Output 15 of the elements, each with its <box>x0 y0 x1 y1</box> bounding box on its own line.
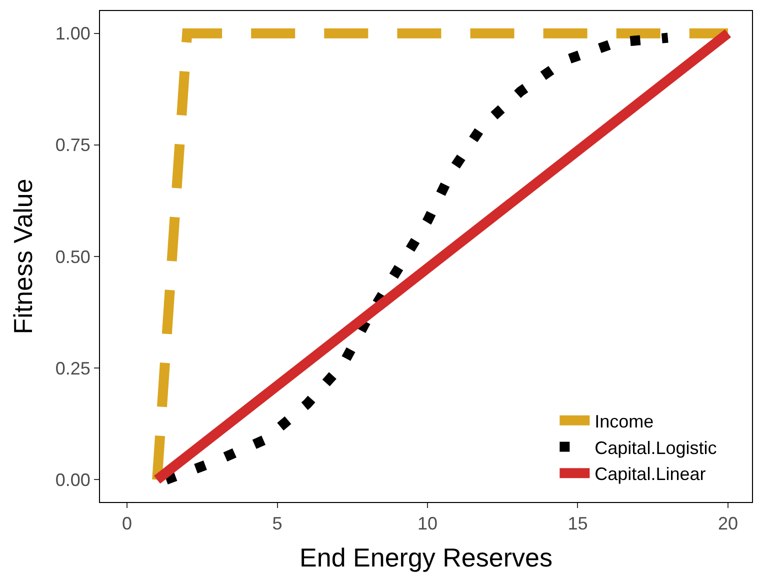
x-axis-title: End Energy Reserves <box>300 542 552 572</box>
y-tick-label: 0.50 <box>55 246 90 267</box>
x-tick-label: 20 <box>718 514 738 534</box>
y-tick-label: 0.25 <box>55 358 90 378</box>
legend-label: Capital.Linear <box>594 464 706 484</box>
y-tick-label: 1.00 <box>55 24 90 44</box>
x-tick-label: 0 <box>122 514 132 534</box>
x-tick-label: 5 <box>272 514 282 534</box>
legend-label: Capital.Logistic <box>594 438 717 458</box>
y-tick-label: 0.00 <box>55 470 90 490</box>
x-tick-label: 10 <box>417 514 438 534</box>
legend-label: Income <box>594 411 654 432</box>
y-axis-title: Fitness Value <box>8 178 38 334</box>
x-tick-label: 15 <box>568 514 588 534</box>
y-tick-label: 0.75 <box>55 135 90 156</box>
